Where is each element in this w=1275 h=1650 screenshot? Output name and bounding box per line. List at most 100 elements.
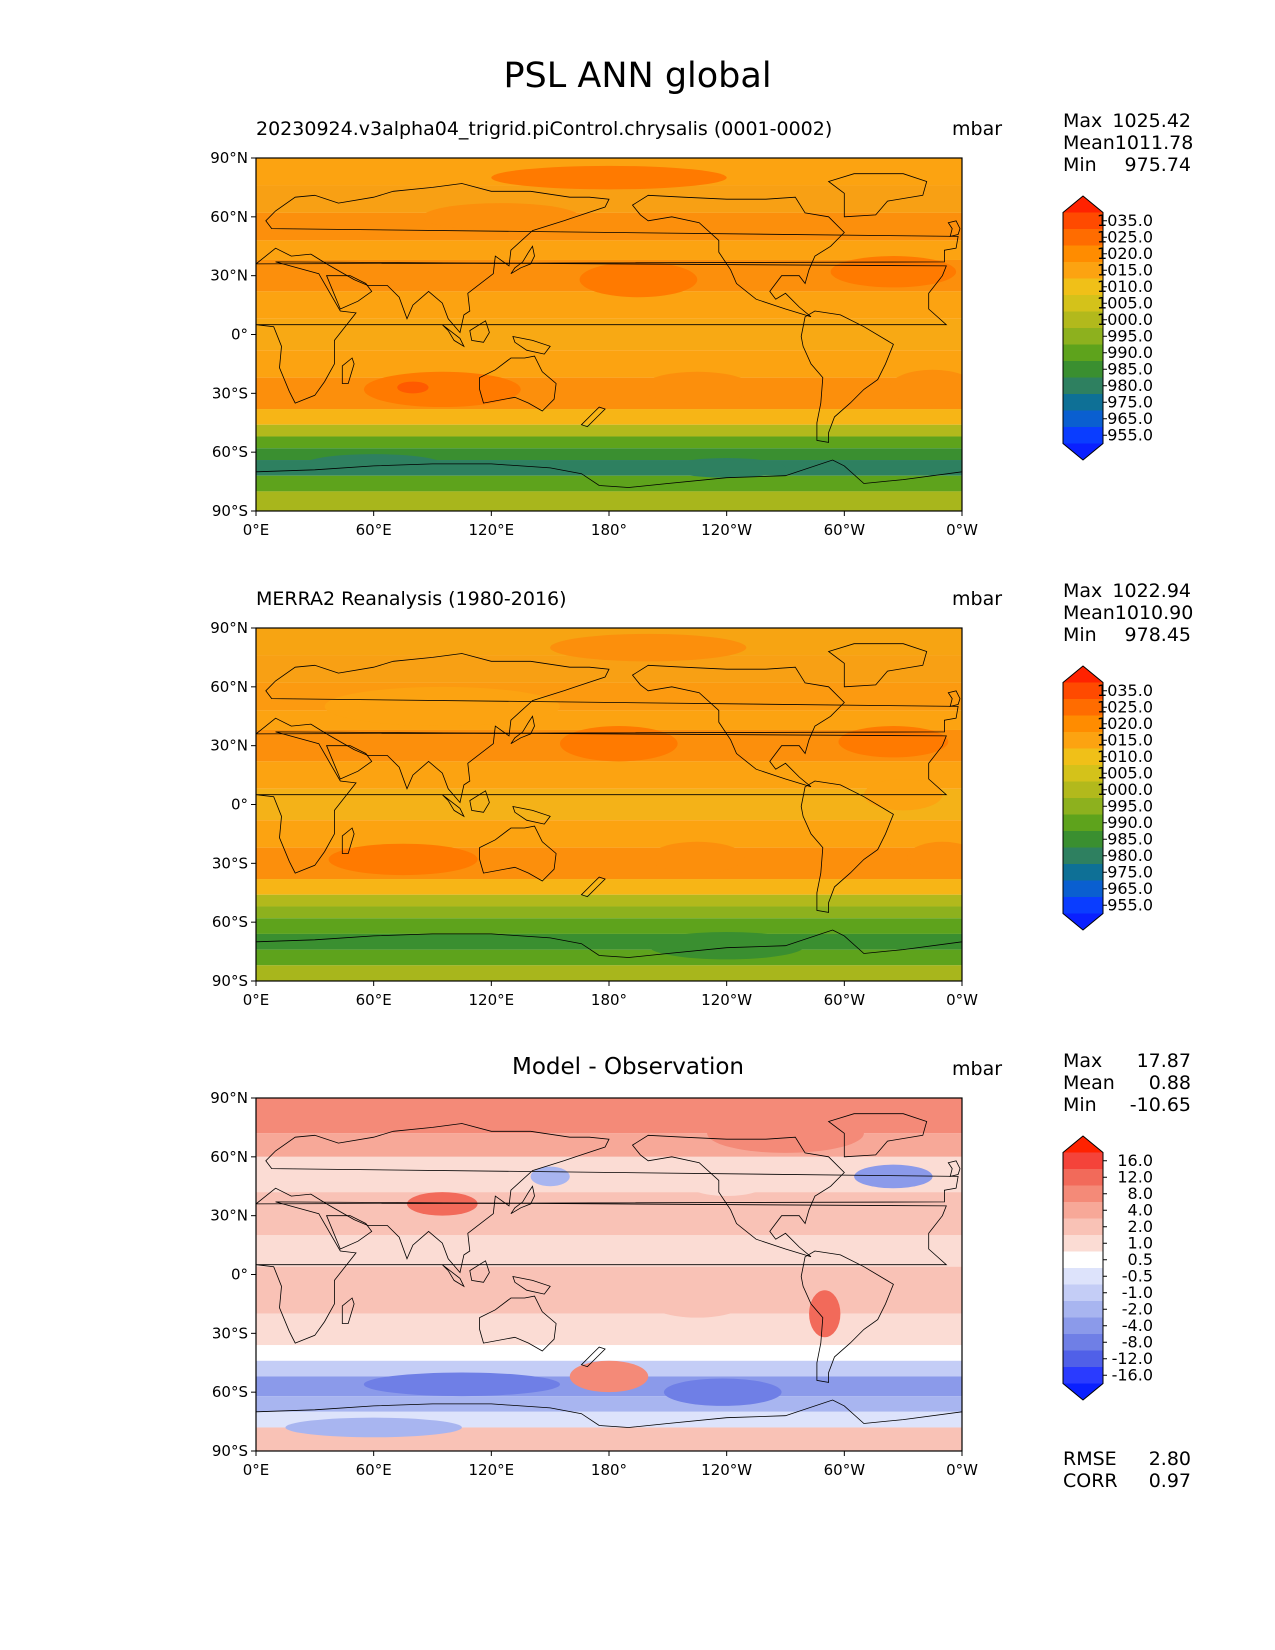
lon-tick-label: 180° [591,521,627,539]
coastline [580,1346,606,1368]
coastline [947,690,961,707]
colorbar-swatch [1063,1235,1103,1252]
field-band [256,212,962,241]
lon-tick-label: 60°E [356,1461,392,1479]
colorbar-label: 985.0 [1107,359,1153,378]
colorbar-swatch [1063,798,1103,815]
coastline [469,1260,490,1283]
colorbar-label: 955.0 [1107,425,1153,444]
colorbar-swatch [1063,666,1103,683]
coastline [256,183,959,334]
pressure-feature [569,1360,649,1393]
colorbar-swatch [1063,212,1103,230]
colorbar-label: 4.0 [1128,1200,1153,1219]
max-label: Max [1063,110,1103,132]
coastline [510,715,535,745]
min-label: Min [1063,154,1097,176]
pressure-feature [285,1417,462,1438]
field-band [256,761,962,789]
colorbar-label: 995.0 [1107,796,1153,815]
coastline [326,1215,373,1250]
colorbar-swatch [1063,1268,1103,1285]
field-band [256,291,962,319]
min-label: Min [1063,1094,1097,1116]
pressure-feature [838,726,949,758]
lat-tick-label: 30°S [212,1324,248,1342]
colorbar-swatch [1063,880,1103,898]
colorbar-label: 1020.0 [1097,714,1153,733]
mean-value: 0.88 [1148,1072,1191,1094]
colorbar-label: 995.0 [1107,326,1153,345]
lat-tick-label: 60°N [210,208,248,226]
pressure-feature [667,458,786,478]
field-band [256,318,962,351]
lon-tick-label: 120°E [469,991,515,1009]
colorbar-label: -1.0 [1122,1283,1153,1302]
lat-tick-label: 60°S [212,913,248,931]
coastline [341,357,355,384]
coastline [469,320,490,343]
pressure-feature [907,841,962,874]
lat-tick-label: 90°S [212,1442,248,1460]
colorbar-swatch [1063,1185,1103,1203]
colorbar-swatch [1063,748,1103,766]
colorbar-label: -4.0 [1122,1316,1153,1335]
field-band [256,1156,962,1193]
coastline [479,1295,557,1352]
pressure-feature [422,203,580,231]
colorbar-swatch [1063,1334,1103,1351]
colorbar-label: 985.0 [1107,829,1153,848]
lat-tick-label: 90°N [210,1089,248,1107]
coastline [827,1113,928,1158]
lat-tick-label: 30°N [210,267,248,285]
lat-tick-label: 60°S [212,443,248,461]
stats-box: Max 1025.42 Mean 1011.78 Min 975.74 [1063,110,1193,176]
coastline [442,794,465,818]
colorbar-swatch [1063,847,1103,865]
lat-tick-label: 90°S [212,972,248,990]
colorbar-swatch [1063,1284,1103,1302]
colorbar-label: 1015.0 [1097,730,1153,749]
max-value: 17.87 [1136,1050,1191,1072]
coastline [800,780,894,913]
lon-tick-label: 0°E [243,521,270,539]
colorbar-label: 1.0 [1128,1233,1153,1252]
coastline [256,459,962,511]
colorbar-label: 1000.0 [1097,780,1153,799]
pressure-feature [889,369,962,406]
panel-observation: MERRA2 Reanalysis (1980-2016) mbar Max 10… [0,580,1275,1058]
field-layer [256,1098,962,1451]
field-layer [256,158,962,511]
coastline [512,1275,551,1295]
coastline [580,876,606,898]
pressure-feature [397,381,429,394]
pressure-feature [642,371,753,404]
colorbar-label: 980.0 [1107,376,1153,395]
coastline [631,664,845,788]
lat-tick-label: 60°N [210,1148,248,1166]
colorbar-label: 1025.0 [1097,227,1153,246]
colorbar-label: 12.0 [1117,1167,1153,1186]
coastline [256,1399,962,1451]
colorbar-swatch [1063,278,1103,296]
corr-label: CORR [1063,1470,1118,1492]
pressure-feature [809,1290,841,1338]
lat-tick-label: 90°N [210,149,248,167]
field-band [256,1345,962,1361]
map-plot: 0°E 60°E 120°E 180° 120°W 60°W 0°W 90°N 60°N 30°N… [210,1089,978,1479]
colorbar-swatch [1063,427,1103,444]
coastline [631,194,845,318]
max-label: Max [1063,1050,1103,1072]
pressure-feature [648,931,806,960]
colorbar: 16.012.08.04.02.01.00.5-0.5-1.0-2.0-4.0-… [1062,1135,1153,1401]
pressure-feature [363,1372,560,1397]
coastline [510,1185,535,1215]
colorbar-label: 1000.0 [1097,310,1153,329]
units-label: mbar [952,1058,1003,1080]
coastline [256,731,948,874]
min-value: 978.45 [1124,624,1191,646]
lat-tick-label: 30°N [210,1207,248,1225]
lat-tick-label: 30°S [212,854,248,872]
field-band [256,788,962,821]
lat-tick-label: 30°S [212,384,248,402]
